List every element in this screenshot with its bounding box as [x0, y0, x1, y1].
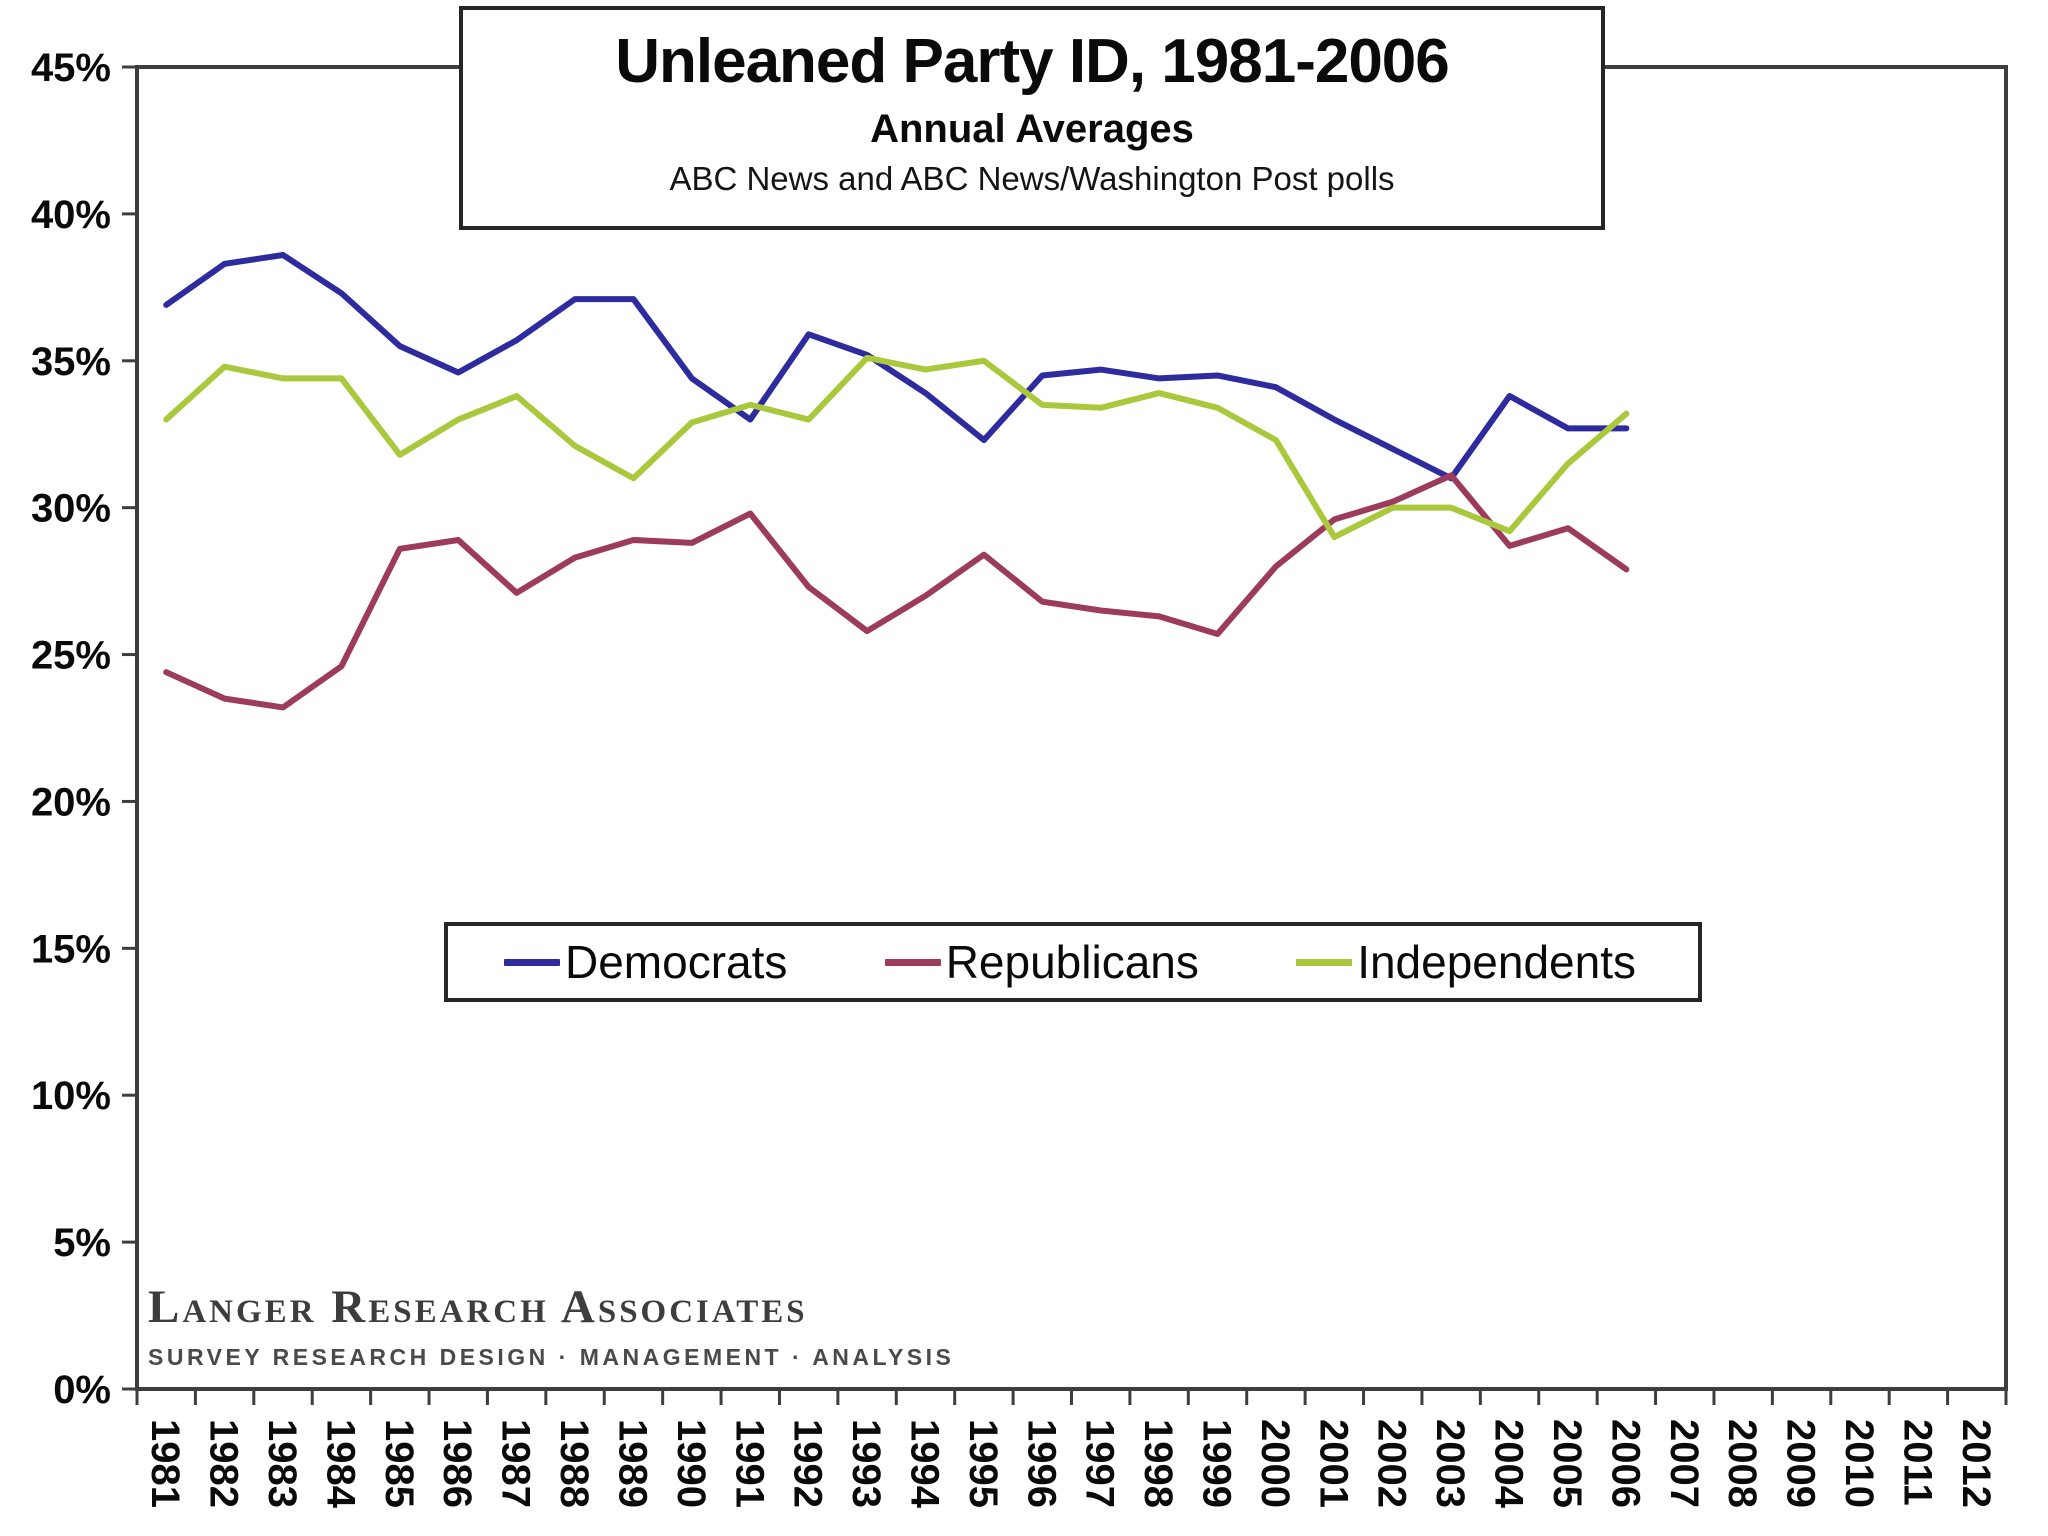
x-year-label-2007: 2007: [1662, 1419, 1706, 1508]
chart-subtitle: Annual Averages: [870, 107, 1194, 151]
legend: Democrats Republicans Independents: [444, 922, 1702, 1002]
x-year-label-1981: 1981: [143, 1419, 187, 1508]
democrats-line: [163, 252, 1630, 482]
y-tick-label-5%: 5%: [53, 1221, 111, 1265]
x-year-label-1997: 1997: [1078, 1419, 1122, 1508]
legend-item-republicans: Republicans: [884, 935, 1199, 989]
x-year-label-1982: 1982: [202, 1419, 246, 1508]
x-year-label-2010: 2010: [1837, 1419, 1881, 1508]
chart-source: ABC News and ABC News/Washington Post po…: [669, 160, 1395, 197]
legend-label-democrats: Democrats: [565, 936, 788, 988]
x-year-label-1989: 1989: [610, 1419, 654, 1508]
logo-name: Langer Research Associates: [148, 1281, 808, 1333]
y-tick-label-0%: 0%: [53, 1368, 111, 1412]
x-year-label-1990: 1990: [669, 1419, 713, 1508]
independents-line-swatch: [1296, 958, 1353, 966]
y-tick-label-10%: 10%: [31, 1074, 111, 1118]
x-year-label-1985: 1985: [377, 1419, 421, 1508]
y-tick-label-15%: 15%: [31, 927, 111, 971]
x-year-label-2002: 2002: [1370, 1419, 1414, 1508]
legend-item-democrats: Democrats: [504, 935, 787, 989]
legend-item-independents: Independents: [1296, 935, 1636, 989]
y-tick-label-35%: 35%: [31, 340, 111, 384]
x-year-label-2004: 2004: [1487, 1419, 1531, 1509]
title-box: Unleaned Party ID, 1981-2006 Annual Aver…: [459, 6, 1605, 230]
x-year-label-2011: 2011: [1895, 1419, 1939, 1506]
x-year-label-2009: 2009: [1779, 1419, 1823, 1508]
y-tick-label-20%: 20%: [31, 780, 111, 824]
republicans-line-swatch: [884, 958, 941, 966]
plot-frame: [135, 65, 2008, 1391]
x-year-label-1998: 1998: [1136, 1419, 1180, 1508]
x-year-label-2006: 2006: [1603, 1419, 1647, 1508]
legend-label-independents: Independents: [1357, 936, 1636, 988]
langer-research-logo: Langer Research Associates SURVEY RESEAR…: [148, 1281, 955, 1371]
x-year-label-1993: 1993: [844, 1419, 888, 1508]
democrats-line-swatch: [504, 958, 560, 966]
independents-line: [163, 354, 1630, 541]
x-year-label-2012: 2012: [1954, 1419, 1998, 1508]
x-year-label-2005: 2005: [1545, 1419, 1589, 1508]
logo-tagline: SURVEY RESEARCH DESIGN · MANAGEMENT · AN…: [148, 1344, 955, 1371]
x-year-label-2001: 2001: [1311, 1419, 1355, 1508]
x-year-label-1984: 1984: [318, 1419, 362, 1509]
x-year-label-1988: 1988: [552, 1419, 596, 1508]
x-year-label-1999: 1999: [1195, 1419, 1239, 1508]
x-year-label-2008: 2008: [1720, 1419, 1764, 1508]
y-tick-label-25%: 25%: [31, 634, 111, 678]
y-tick-label-45%: 45%: [31, 46, 111, 90]
x-year-label-1992: 1992: [786, 1419, 830, 1508]
chart-title: Unleaned Party ID, 1981-2006: [615, 27, 1450, 96]
x-year-label-1987: 1987: [494, 1419, 538, 1508]
x-year-label-1995: 1995: [961, 1419, 1005, 1508]
x-year-label-1983: 1983: [260, 1419, 304, 1508]
x-year-label-1991: 1991: [727, 1419, 771, 1508]
republicans-line: [163, 472, 1630, 711]
x-year-label-1996: 1996: [1019, 1419, 1063, 1508]
x-year-label-2000: 2000: [1253, 1419, 1297, 1508]
legend-label-republicans: Republicans: [945, 936, 1199, 988]
x-year-label-2003: 2003: [1428, 1419, 1472, 1508]
y-tick-label-40%: 40%: [31, 193, 111, 237]
y-tick-label-30%: 30%: [31, 487, 111, 531]
x-year-label-1994: 1994: [902, 1419, 946, 1509]
x-year-label-1986: 1986: [435, 1419, 479, 1508]
